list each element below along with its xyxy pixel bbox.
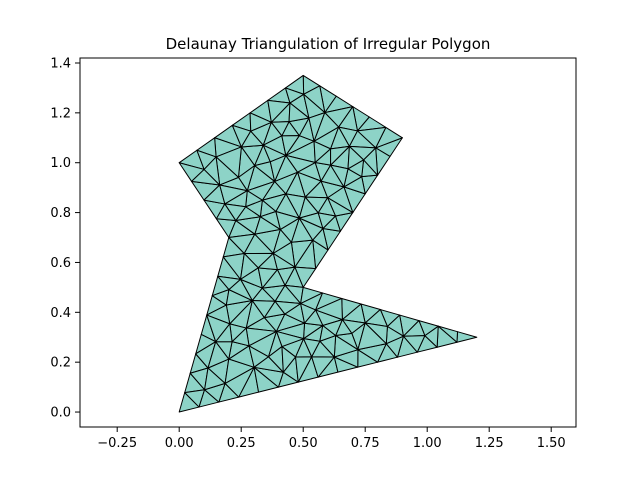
mesh-triangle [249,112,272,132]
mesh-triangle [347,145,365,170]
x-tick-label: 0.50 [289,436,318,451]
mesh-triangle [315,297,343,321]
x-tick-label: 1.00 [413,436,442,451]
mesh-triangle [204,367,226,391]
mesh-triangle [228,278,253,302]
mesh-triangle [281,135,300,156]
mesh-triangle [270,121,290,137]
mesh-triangle [274,300,302,315]
x-tick-label: −0.25 [97,436,137,451]
mesh-triangle [303,338,321,358]
x-tick-label: 1.25 [475,436,504,451]
y-tick-label: 1.0 [50,156,71,171]
mesh-triangle [203,156,221,186]
y-tick-label: 1.4 [50,56,71,71]
mesh-triangle [317,212,336,229]
mesh-triangle [275,210,300,230]
x-tick-label: 0.25 [227,436,256,451]
mesh-triangle [322,319,343,337]
mesh-triangle [215,323,233,343]
mesh-triangle [330,145,350,166]
mesh-triangle [300,303,317,324]
y-tick-label: 0.0 [50,406,71,421]
mesh-triangle [288,102,310,123]
y-tick-label: 0.8 [50,206,71,221]
mesh-triangle [437,325,459,343]
x-tick-label: 0.00 [165,436,194,451]
chart-title: Delaunay Triangulation of Irregular Poly… [166,35,491,53]
y-tick-label: 1.2 [50,106,71,121]
plot-frame [79,57,577,428]
mesh-triangle [284,87,305,104]
mesh-triangle [298,217,324,241]
mesh-triangle [269,154,287,182]
y-tick-label: 0.4 [50,306,71,321]
mesh-triangle [330,164,349,188]
y-tick-label: 0.2 [50,356,71,371]
x-tick-label: 0.75 [351,436,380,451]
y-tick-label: 0.6 [50,256,71,271]
mesh-triangle [357,322,387,351]
mesh-triangle [402,335,426,353]
mesh-triangle [285,154,316,173]
mesh-triangle [281,346,297,373]
x-tick-label: 1.50 [537,436,566,451]
triangulation-mesh [178,74,478,413]
x-axis: −0.25 0.00 0.25 0.50 0.75 1.00 1.25 1.50 [97,427,566,451]
mesh-triangle [257,252,278,271]
y-axis: 0.0 0.2 0.4 0.6 0.8 1.0 1.2 1.4 [50,56,80,421]
mesh-triangle [224,203,247,222]
